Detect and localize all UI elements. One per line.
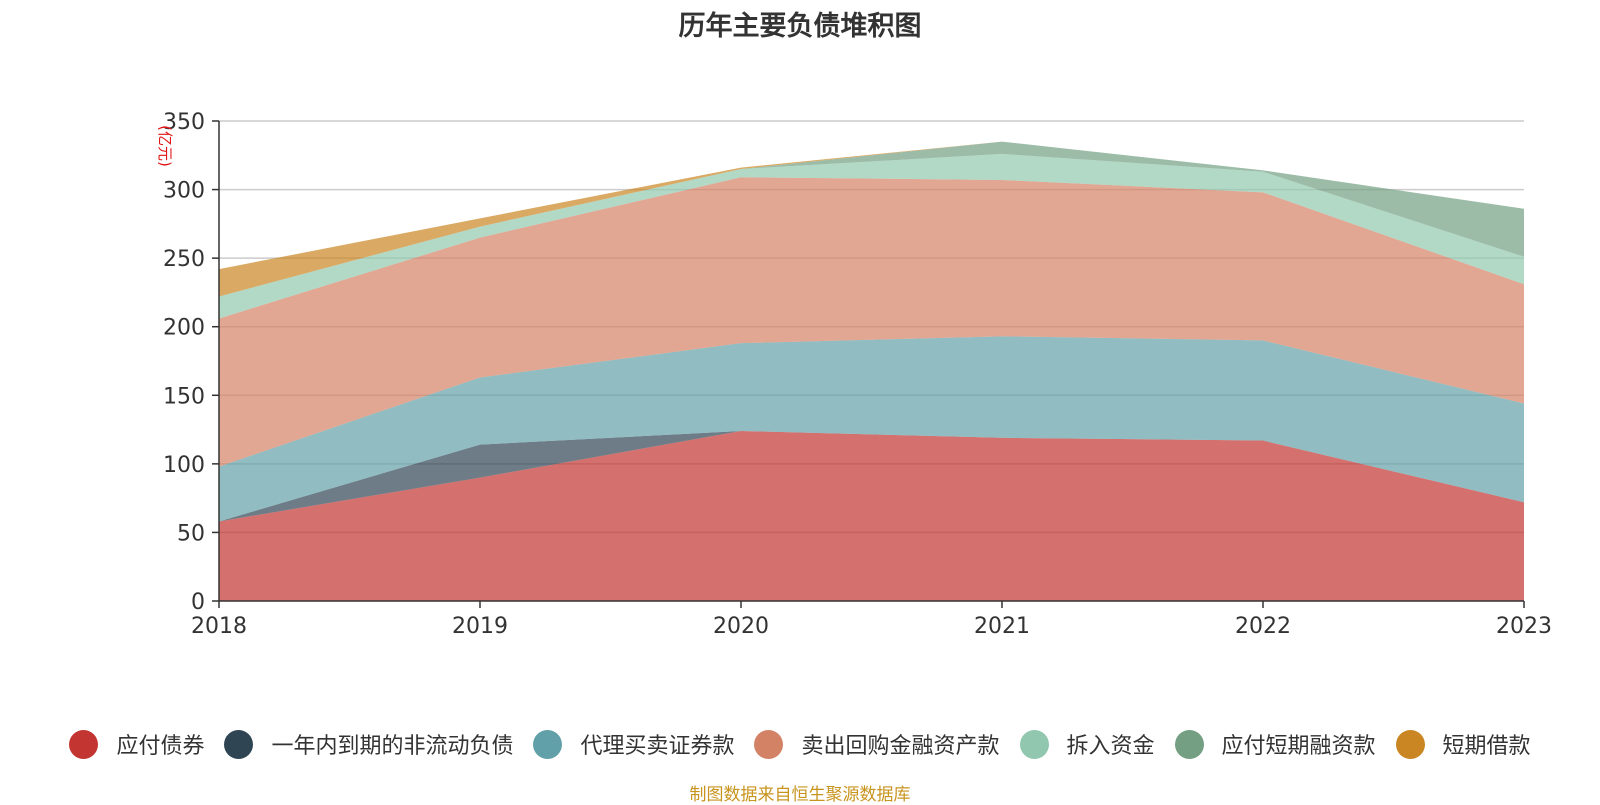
legend-label: 一年内到期的非流动负债 (271, 734, 514, 759)
legend-item-3[interactable]: 卖出回购金融资产款 (754, 728, 1000, 760)
legend-label: 短期借款 (1442, 734, 1531, 759)
area-series-6[interactable] (219, 141, 1524, 297)
legend-item-5[interactable]: 应付短期融资款 (1174, 728, 1376, 760)
legend-item-0[interactable]: 应付债券 (69, 728, 204, 760)
legend-label: 卖出回购金融资产款 (801, 734, 1000, 759)
area-series-1[interactable] (219, 430, 1524, 522)
legend-label: 应付短期融资款 (1221, 734, 1376, 759)
y-tick-label-350: 350 (163, 110, 205, 135)
y-tick-label-200: 200 (163, 316, 205, 341)
y-tick-label-50: 50 (177, 521, 205, 546)
y-tick-label-250: 250 (163, 247, 205, 272)
x-tick-label-2022: 2022 (1235, 614, 1291, 639)
legend-marker-icon (224, 729, 254, 759)
legend-item-4[interactable]: 拆入资金 (1019, 728, 1155, 760)
area-series-4[interactable] (219, 153, 1524, 319)
legend-marker-icon (69, 729, 99, 759)
legend-marker-icon (1174, 729, 1204, 759)
x-tick-label-2018: 2018 (191, 614, 247, 639)
y-tick-label-0: 0 (191, 590, 205, 615)
y-tick-label-300: 300 (163, 179, 205, 204)
area-series-2[interactable] (219, 336, 1524, 522)
y-tick-label-150: 150 (163, 384, 205, 409)
area-series-3[interactable] (219, 177, 1524, 467)
legend-label: 代理买卖证券款 (580, 734, 735, 759)
x-tick-label-2020: 2020 (713, 614, 769, 639)
legend-label: 应付债券 (116, 734, 205, 759)
area-series (219, 141, 1524, 601)
legend-item-2[interactable]: 代理买卖证券款 (533, 728, 734, 760)
area-series-0[interactable] (219, 430, 1524, 601)
axes: 0 50 100 150 200 250 300 350 2018 2019 2020 2021 202… (163, 110, 1552, 639)
legend-label: 拆入资金 (1066, 734, 1155, 759)
legend-marker-icon (1395, 729, 1425, 759)
legend-item-1[interactable]: 一年内到期的非流动负债 (224, 728, 513, 760)
legend-item-6[interactable]: 短期借款 (1395, 728, 1531, 760)
x-tick-label-2019: 2019 (452, 614, 508, 639)
chart-title: 历年主要负债堆积图 (678, 11, 922, 42)
source-note: 制图数据来自恒生聚源数据库 (689, 785, 911, 805)
legend-marker-icon (754, 729, 784, 759)
legend-marker-icon (1019, 729, 1049, 759)
legend-marker-icon (533, 729, 563, 759)
x-tick-label-2023: 2023 (1496, 614, 1552, 639)
y-axis-label: (亿元) (156, 125, 174, 167)
legend: 应付债券 一年内到期的非流动负债 代理买卖证券款 卖出回购金融资产款 拆入资金 应付短期融… (0, 728, 1600, 760)
y-tick-label-100: 100 (163, 453, 205, 478)
x-tick-label-2021: 2021 (974, 614, 1030, 639)
